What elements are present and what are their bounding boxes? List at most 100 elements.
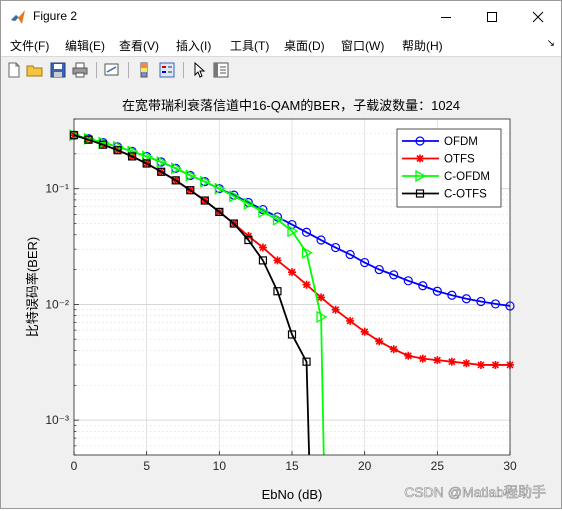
data-point-c-ofdm [287,224,299,238]
data-point-ofdm [345,249,355,260]
menu-insert[interactable]: 插入(I) [176,39,212,53]
menu-window[interactable]: 窗口(W) [341,39,385,53]
data-point-c-ofdm [316,310,328,324]
data-point-c-otfs [98,140,108,149]
data-point-c-ofdm [301,246,313,259]
data-point-c-ofdm [171,162,183,175]
menu-help[interactable]: 帮助(H) [402,39,443,53]
x-tick-label: 15 [285,459,299,473]
data-point-c-otfs [171,176,180,185]
axis-ticks: 0 5 10 15 20 25 30 10⁻³ 10⁻² 10⁻¹ [45,118,517,473]
data-point-ofdm [476,296,486,307]
data-point-otfs [302,280,311,289]
menu-bar: 文件(F) 编辑(E) 查看(V) 插入(I) 工具(T) 桌面(D) 窗口(W… [1,32,561,56]
data-point-otfs [375,337,384,346]
data-point-c-ofdm [127,145,139,158]
toolbar-separator [128,62,129,78]
toolbar [1,56,561,85]
window-title: Figure 2 [33,9,78,23]
data-point-c-otfs [113,146,122,155]
menu-edit[interactable]: 编辑(E) [65,39,105,53]
legend-label-otfs: OTFS [444,154,475,166]
ber-plot[interactable]: 在宽带瑞利衰落信道中16-QAM的BER，子载波数量：1024 0 5 10 15 20… [1,85,561,508]
data-point-ofdm [461,294,471,304]
toolbar-separator [96,62,97,78]
pointer-icon[interactable] [190,61,208,79]
data-point-otfs [389,345,398,354]
legend[interactable]: OFDM OTFS C-OFDM C-OTFS [396,128,502,208]
data-point-c-otfs [229,219,238,228]
data-point-c-otfs [244,235,253,245]
save-icon[interactable] [49,61,67,79]
print-icon[interactable] [71,61,89,79]
data-point-otfs [404,351,413,360]
legend-item-otfs: OTFS [402,154,475,166]
link-plot-icon[interactable] [103,61,121,79]
maximize-icon [487,11,497,22]
new-figure-icon[interactable] [5,61,23,79]
colorbar-icon[interactable] [136,61,154,79]
data-point-ofdm [331,242,341,253]
y-tick-label: 10⁻¹ [45,182,69,196]
x-tick-label: 5 [143,459,150,473]
legend-icon[interactable] [158,61,176,79]
data-point-otfs [418,354,427,363]
data-point-c-otfs [273,287,282,296]
data-point-c-ofdm [243,197,255,210]
data-point-otfs [331,305,340,314]
data-point-ofdm [301,227,312,237]
data-point-otfs [433,356,442,365]
data-point-otfs [476,360,485,369]
data-point-ofdm [360,257,370,268]
data-point-ofdm [389,270,399,280]
minimize-button[interactable] [423,1,469,32]
x-tick-label: 25 [431,459,445,473]
data-point-otfs [360,327,369,336]
grid [73,118,511,456]
legend-item-ofdm: OFDM [402,136,478,148]
data-point-otfs [447,357,456,366]
y-axis-label: 比特误码率(BER) [25,237,40,337]
maximize-button[interactable] [469,1,515,32]
data-point-c-otfs [258,256,268,265]
y-tick-label: 10⁻³ [45,413,69,427]
y-tick-label: 10⁻² [45,297,69,311]
data-point-ofdm [418,281,428,291]
data-point-c-otfs [157,167,166,176]
menu-view[interactable]: 查看(V) [119,39,159,53]
data-point-c-otfs [84,135,93,144]
data-point-otfs [317,293,326,302]
data-point-ofdm [374,264,384,275]
menu-overflow-icon[interactable]: ↘ [546,38,555,49]
legend-label-c-otfs: C-OTFS [444,189,487,201]
menu-file[interactable]: 文件(F) [10,39,50,53]
x-tick-label: 30 [503,459,517,473]
open-file-icon[interactable] [26,61,44,79]
data-point-otfs [288,268,296,277]
data-point-c-ofdm [258,205,270,219]
data-point-c-ofdm [142,150,154,163]
data-point-c-ofdm [156,155,168,169]
minimize-icon [441,16,451,18]
data-point-c-otfs [186,186,195,195]
axes-box [73,118,511,456]
x-tick-label: 20 [358,459,372,473]
data-point-c-otfs [215,207,224,217]
property-editor-icon[interactable] [212,61,230,79]
data-point-c-ofdm [272,213,284,226]
title-bar[interactable]: Figure 2 [1,1,561,32]
data-point-otfs [258,243,267,252]
data-point-otfs [346,316,355,325]
chart-title: 在宽带瑞利衰落信道中16-QAM的BER，子载波数量：1024 [122,98,460,113]
data-point-c-otfs [287,330,297,339]
toolbar-separator [183,62,184,78]
menu-desktop[interactable]: 桌面(D) [284,39,325,53]
matlab-logo-icon [11,10,25,24]
watermark: CSDN @Matlab程助手 [404,484,546,500]
menu-tools[interactable]: 工具(T) [230,39,270,53]
legend-label-c-ofdm: C-OFDM [444,171,490,183]
data-point-c-ofdm [185,169,197,182]
close-button[interactable] [515,1,561,32]
legend-marker-otfs [416,154,424,163]
